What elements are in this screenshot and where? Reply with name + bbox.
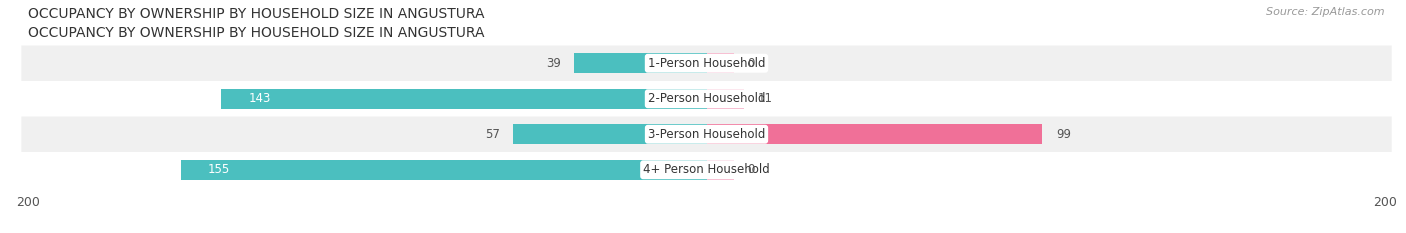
Bar (222, 89, 707, 109)
Bar (513, 124, 707, 144)
Text: 0: 0 (747, 57, 755, 70)
Bar (181, 160, 707, 179)
Bar (707, 124, 1042, 144)
FancyBboxPatch shape (21, 81, 1392, 116)
Text: 11: 11 (758, 92, 772, 105)
Text: OCCUPANCY BY OWNERSHIP BY HOUSEHOLD SIZE IN ANGUSTURA: OCCUPANCY BY OWNERSHIP BY HOUSEHOLD SIZE… (28, 7, 485, 21)
Text: Source: ZipAtlas.com: Source: ZipAtlas.com (1267, 7, 1385, 17)
FancyBboxPatch shape (21, 116, 1392, 152)
Text: 2-Person Household: 2-Person Household (648, 92, 765, 105)
Text: 57: 57 (485, 128, 499, 141)
Text: 0: 0 (747, 163, 755, 176)
FancyBboxPatch shape (21, 152, 1392, 188)
Text: 99: 99 (1056, 128, 1071, 141)
Bar (574, 54, 707, 73)
Text: 1-Person Household: 1-Person Household (648, 57, 765, 70)
Text: 4+ Person Household: 4+ Person Household (643, 163, 770, 176)
Text: 3-Person Household: 3-Person Household (648, 128, 765, 141)
Text: 155: 155 (208, 163, 231, 176)
Text: OCCUPANCY BY OWNERSHIP BY HOUSEHOLD SIZE IN ANGUSTURA: OCCUPANCY BY OWNERSHIP BY HOUSEHOLD SIZE… (28, 26, 485, 40)
Bar (707, 54, 734, 73)
FancyBboxPatch shape (21, 45, 1392, 81)
Text: 39: 39 (546, 57, 561, 70)
Text: 143: 143 (249, 92, 271, 105)
Bar (707, 160, 734, 179)
Bar (707, 89, 744, 109)
